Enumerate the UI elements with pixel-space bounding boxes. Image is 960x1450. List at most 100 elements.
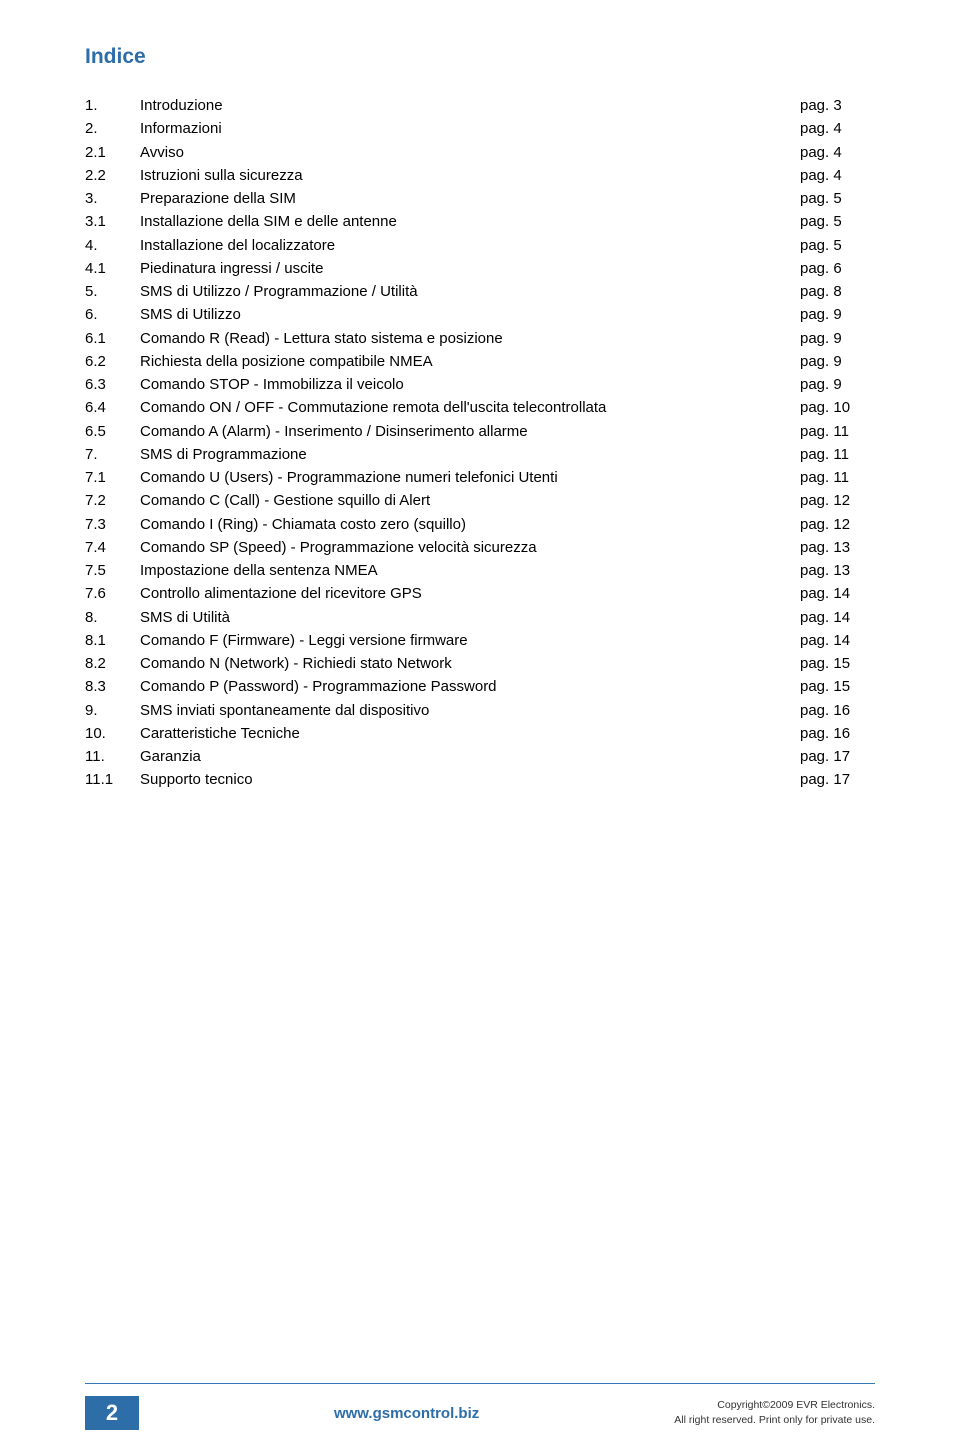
toc-row: 11.Garanziapag. 17	[85, 745, 875, 768]
toc-label: Comando R (Read) - Lettura stato sistema…	[140, 327, 800, 350]
toc-label: Introduzione	[140, 94, 800, 117]
toc-number: 10.	[85, 722, 140, 745]
toc-number: 8.	[85, 606, 140, 629]
toc-number: 6.3	[85, 373, 140, 396]
toc-row: 4.Installazione del localizzatorepag. 5	[85, 234, 875, 257]
toc-row: 6.1Comando R (Read) - Lettura stato sist…	[85, 327, 875, 350]
toc-row: 8.1Comando F (Firmware) - Leggi versione…	[85, 629, 875, 652]
toc-number: 2.1	[85, 141, 140, 164]
toc-page: pag. 4	[800, 164, 875, 187]
toc-number: 6.2	[85, 350, 140, 373]
toc-number: 8.3	[85, 675, 140, 698]
toc-number: 11.	[85, 745, 140, 768]
toc-number: 7.2	[85, 489, 140, 512]
toc-row: 3.1Installazione della SIM e delle anten…	[85, 210, 875, 233]
toc-label: Caratteristiche Tecniche	[140, 722, 800, 745]
toc-number: 6.1	[85, 327, 140, 350]
toc-number: 2.	[85, 117, 140, 140]
toc-label: Comando U (Users) - Programmazione numer…	[140, 466, 800, 489]
toc-number: 3.	[85, 187, 140, 210]
toc-page: pag. 5	[800, 210, 875, 233]
toc-page: pag. 4	[800, 117, 875, 140]
toc-number: 3.1	[85, 210, 140, 233]
toc-label: Garanzia	[140, 745, 800, 768]
toc-number: 7.5	[85, 559, 140, 582]
toc-number: 1.	[85, 94, 140, 117]
toc-label: Comando C (Call) - Gestione squillo di A…	[140, 489, 800, 512]
toc-page: pag. 11	[800, 420, 875, 443]
toc-page: pag. 14	[800, 606, 875, 629]
toc-number: 4.1	[85, 257, 140, 280]
toc-label: Impostazione della sentenza NMEA	[140, 559, 800, 582]
table-of-contents: 1.Introduzionepag. 32.Informazionipag. 4…	[85, 94, 875, 792]
toc-row: 6.4Comando ON / OFF - Commutazione remot…	[85, 396, 875, 419]
toc-number: 6.	[85, 303, 140, 326]
toc-page: pag. 13	[800, 536, 875, 559]
toc-label: SMS inviati spontaneamente dal dispositi…	[140, 699, 800, 722]
toc-row: 2.2Istruzioni sulla sicurezzapag. 4	[85, 164, 875, 187]
toc-page: pag. 12	[800, 513, 875, 536]
toc-page: pag. 5	[800, 234, 875, 257]
toc-number: 7.6	[85, 582, 140, 605]
toc-number: 7.	[85, 443, 140, 466]
toc-row: 6.SMS di Utilizzopag. 9	[85, 303, 875, 326]
toc-label: Richiesta della posizione compatibile NM…	[140, 350, 800, 373]
toc-page: pag. 15	[800, 652, 875, 675]
page-number-badge: 2	[85, 1396, 139, 1430]
toc-number: 7.4	[85, 536, 140, 559]
toc-page: pag. 5	[800, 187, 875, 210]
toc-row: 4.1Piedinatura ingressi / uscitepag. 6	[85, 257, 875, 280]
toc-label: Supporto tecnico	[140, 768, 800, 791]
footer-divider	[85, 1383, 875, 1384]
page-footer: 2 www.gsmcontrol.biz Copyright©2009 EVR …	[0, 1383, 960, 1430]
toc-page: pag. 4	[800, 141, 875, 164]
toc-page: pag. 11	[800, 443, 875, 466]
toc-page: pag. 9	[800, 303, 875, 326]
toc-number: 6.4	[85, 396, 140, 419]
toc-page: pag. 13	[800, 559, 875, 582]
toc-label: Avviso	[140, 141, 800, 164]
toc-row: 3.Preparazione della SIMpag. 5	[85, 187, 875, 210]
toc-label: SMS di Utilizzo	[140, 303, 800, 326]
toc-page: pag. 16	[800, 722, 875, 745]
toc-row: 6.5Comando A (Alarm) - Inserimento / Dis…	[85, 420, 875, 443]
toc-number: 6.5	[85, 420, 140, 443]
toc-row: 11.1Supporto tecnicopag. 17	[85, 768, 875, 791]
toc-label: Comando STOP - Immobilizza il veicolo	[140, 373, 800, 396]
toc-page: pag. 11	[800, 466, 875, 489]
toc-row: 2.1Avvisopag. 4	[85, 141, 875, 164]
toc-page: pag. 8	[800, 280, 875, 303]
toc-number: 9.	[85, 699, 140, 722]
copyright-line-1: Copyright©2009 EVR Electronics.	[674, 1398, 875, 1413]
copyright-line-2: All right reserved. Print only for priva…	[674, 1413, 875, 1428]
toc-page: pag. 12	[800, 489, 875, 512]
toc-label: Installazione del localizzatore	[140, 234, 800, 257]
toc-row: 5.SMS di Utilizzo / Programmazione / Uti…	[85, 280, 875, 303]
toc-number: 7.3	[85, 513, 140, 536]
page-title: Indice	[85, 45, 875, 69]
toc-row: 7.5Impostazione della sentenza NMEApag. …	[85, 559, 875, 582]
toc-label: Comando F (Firmware) - Leggi versione fi…	[140, 629, 800, 652]
toc-page: pag. 14	[800, 582, 875, 605]
toc-label: Installazione della SIM e delle antenne	[140, 210, 800, 233]
toc-page: pag. 10	[800, 396, 875, 419]
toc-number: 4.	[85, 234, 140, 257]
toc-label: Comando ON / OFF - Commutazione remota d…	[140, 396, 800, 419]
toc-label: Comando SP (Speed) - Programmazione velo…	[140, 536, 800, 559]
footer-copyright: Copyright©2009 EVR Electronics. All righ…	[674, 1398, 875, 1427]
toc-label: Controllo alimentazione del ricevitore G…	[140, 582, 800, 605]
toc-page: pag. 16	[800, 699, 875, 722]
toc-page: pag. 3	[800, 94, 875, 117]
toc-number: 5.	[85, 280, 140, 303]
toc-page: pag. 6	[800, 257, 875, 280]
toc-page: pag. 17	[800, 745, 875, 768]
toc-row: 2.Informazionipag. 4	[85, 117, 875, 140]
toc-row: 8.2Comando N (Network) - Richiedi stato …	[85, 652, 875, 675]
toc-number: 8.1	[85, 629, 140, 652]
toc-label: SMS di Utilizzo / Programmazione / Utili…	[140, 280, 800, 303]
toc-row: 8.SMS di Utilitàpag. 14	[85, 606, 875, 629]
toc-number: 11.1	[85, 768, 140, 791]
toc-row: 7.6Controllo alimentazione del ricevitor…	[85, 582, 875, 605]
toc-number: 8.2	[85, 652, 140, 675]
toc-row: 7.2Comando C (Call) - Gestione squillo d…	[85, 489, 875, 512]
